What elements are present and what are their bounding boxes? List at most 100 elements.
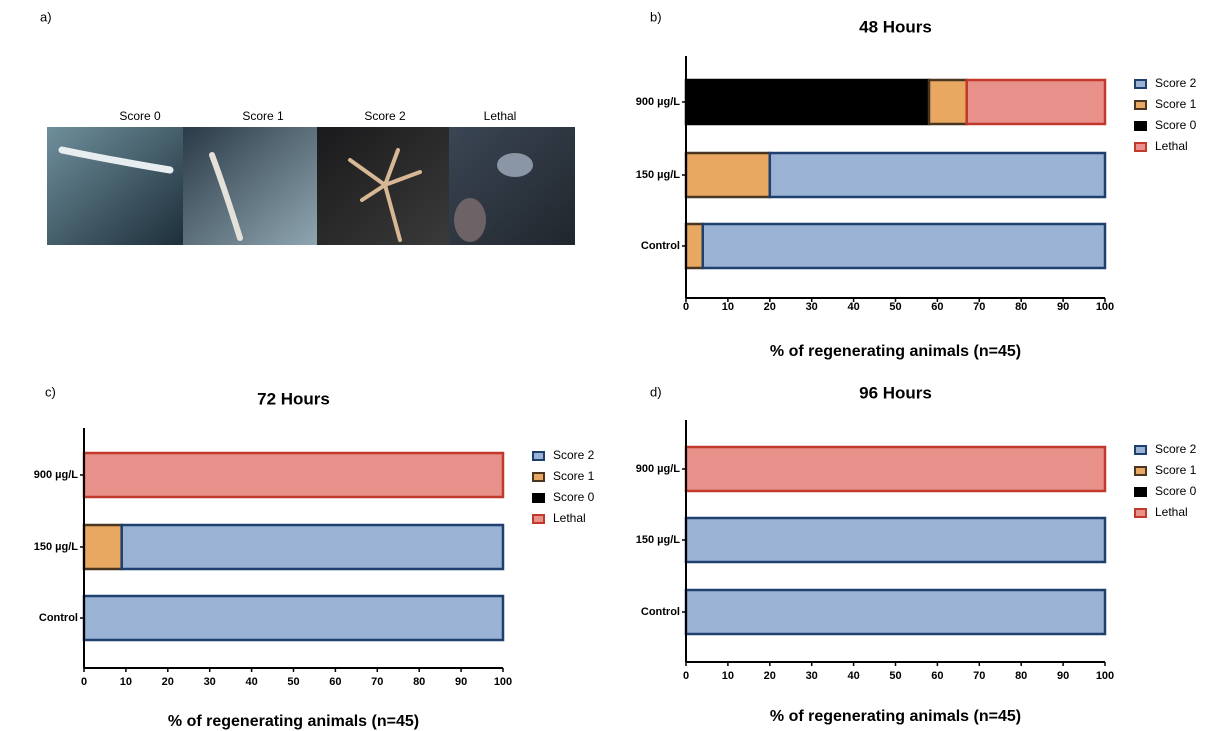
x-axis-label: % of regenerating animals (n=45) (770, 708, 1021, 725)
bar-segment (84, 453, 503, 497)
x-tick-label: 50 (287, 676, 299, 688)
legend-swatch (1135, 80, 1146, 88)
y-tick-label: 150 µg/L (636, 169, 681, 181)
chart: 72 Hours % of regenerating animals (n=45)… (34, 389, 595, 730)
legend-swatch (1135, 509, 1146, 517)
legend-label: Score 1 (553, 469, 595, 483)
figure: a) b) c) d) Score 0 Score 1 Score 2 Leth… (0, 0, 1206, 731)
legend-label: Score 1 (1155, 97, 1197, 111)
y-tick-label: Control (641, 240, 680, 252)
x-axis-label: % of regenerating animals (n=45) (770, 343, 1021, 360)
y-tick-label: 900 µg/L (636, 463, 681, 475)
x-tick-label: 90 (1057, 670, 1069, 682)
legend-label: Lethal (1155, 139, 1188, 153)
x-axis-label: % of regenerating animals (n=45) (168, 713, 419, 730)
legend-swatch (1135, 143, 1146, 151)
bar-segment (703, 224, 1105, 268)
bar-segment (929, 80, 967, 124)
chart-title: 72 Hours (257, 389, 330, 408)
y-tick-label: Control (39, 612, 78, 624)
x-tick-label: 60 (931, 670, 943, 682)
legend-label: Score 0 (1155, 118, 1197, 132)
panel-label: d) (650, 384, 662, 399)
x-tick-label: 90 (1057, 301, 1069, 313)
photo-caption: Score 1 (242, 109, 284, 123)
x-tick-label: 80 (1015, 670, 1027, 682)
legend-swatch (533, 494, 544, 502)
bar-segment (967, 80, 1105, 124)
bar-segment (84, 525, 122, 569)
x-tick-label: 10 (120, 676, 132, 688)
x-tick-label: 80 (413, 676, 425, 688)
legend-label: Score 2 (1155, 442, 1197, 456)
panel-label: c) (45, 384, 56, 399)
x-tick-label: 100 (494, 676, 512, 688)
photo-caption: Lethal (484, 109, 517, 123)
bar-segment (686, 447, 1105, 491)
x-tick-label: 70 (371, 676, 383, 688)
bar-segment (84, 596, 503, 640)
x-tick-label: 20 (162, 676, 174, 688)
x-tick-label: 70 (973, 301, 985, 313)
legend-swatch (1135, 446, 1146, 454)
bar-segment (686, 153, 770, 197)
panel-label: b) (650, 9, 662, 24)
chart-title: 96 Hours (859, 383, 932, 402)
x-tick-label: 0 (81, 676, 87, 688)
legend-label: Lethal (553, 511, 586, 525)
photo-detail (497, 153, 533, 177)
panel-label: a) (40, 9, 52, 24)
x-tick-label: 90 (455, 676, 467, 688)
bar-segment (686, 590, 1105, 634)
photo (47, 127, 183, 245)
photo-detail (454, 198, 486, 242)
photo-caption: Score 0 (119, 109, 161, 123)
x-tick-label: 20 (764, 301, 776, 313)
y-tick-label: 900 µg/L (636, 96, 681, 108)
legend-swatch (533, 515, 544, 523)
x-tick-label: 40 (245, 676, 257, 688)
x-tick-label: 60 (329, 676, 341, 688)
bar-segment (686, 518, 1105, 562)
chart: 96 Hours % of regenerating animals (n=45)… (636, 383, 1197, 725)
x-tick-label: 50 (889, 670, 901, 682)
x-tick-label: 10 (722, 301, 734, 313)
legend-swatch (1135, 122, 1146, 130)
legend-label: Score 2 (1155, 76, 1197, 90)
x-tick-label: 40 (847, 670, 859, 682)
x-tick-label: 100 (1096, 301, 1114, 313)
x-tick-label: 60 (931, 301, 943, 313)
x-tick-label: 80 (1015, 301, 1027, 313)
bar-segment (686, 224, 703, 268)
photo (183, 127, 317, 245)
x-tick-label: 20 (764, 670, 776, 682)
photo-caption: Score 2 (364, 109, 406, 123)
legend-label: Score 2 (553, 448, 595, 462)
legend-swatch (533, 452, 544, 460)
x-tick-label: 0 (683, 670, 689, 682)
y-tick-label: 150 µg/L (34, 541, 79, 553)
chart-title: 48 Hours (859, 17, 932, 36)
bar-segment (686, 80, 929, 124)
x-tick-label: 40 (847, 301, 859, 313)
x-tick-label: 10 (722, 670, 734, 682)
legend-label: Score 0 (553, 490, 595, 504)
legend-swatch (1135, 488, 1146, 496)
x-tick-label: 50 (889, 301, 901, 313)
chart: 48 Hours % of regenerating animals (n=45)… (636, 17, 1197, 360)
legend-swatch (1135, 467, 1146, 475)
legend-swatch (1135, 101, 1146, 109)
x-tick-label: 30 (204, 676, 216, 688)
legend-label: Score 1 (1155, 463, 1197, 477)
x-tick-label: 30 (806, 670, 818, 682)
x-tick-label: 0 (683, 301, 689, 313)
photo-strip (47, 127, 575, 245)
y-tick-label: 900 µg/L (34, 469, 79, 481)
y-tick-label: Control (641, 606, 680, 618)
x-tick-label: 70 (973, 670, 985, 682)
y-tick-label: 150 µg/L (636, 534, 681, 546)
legend-label: Lethal (1155, 505, 1188, 519)
bar-segment (122, 525, 503, 569)
x-tick-label: 30 (806, 301, 818, 313)
legend-swatch (533, 473, 544, 481)
